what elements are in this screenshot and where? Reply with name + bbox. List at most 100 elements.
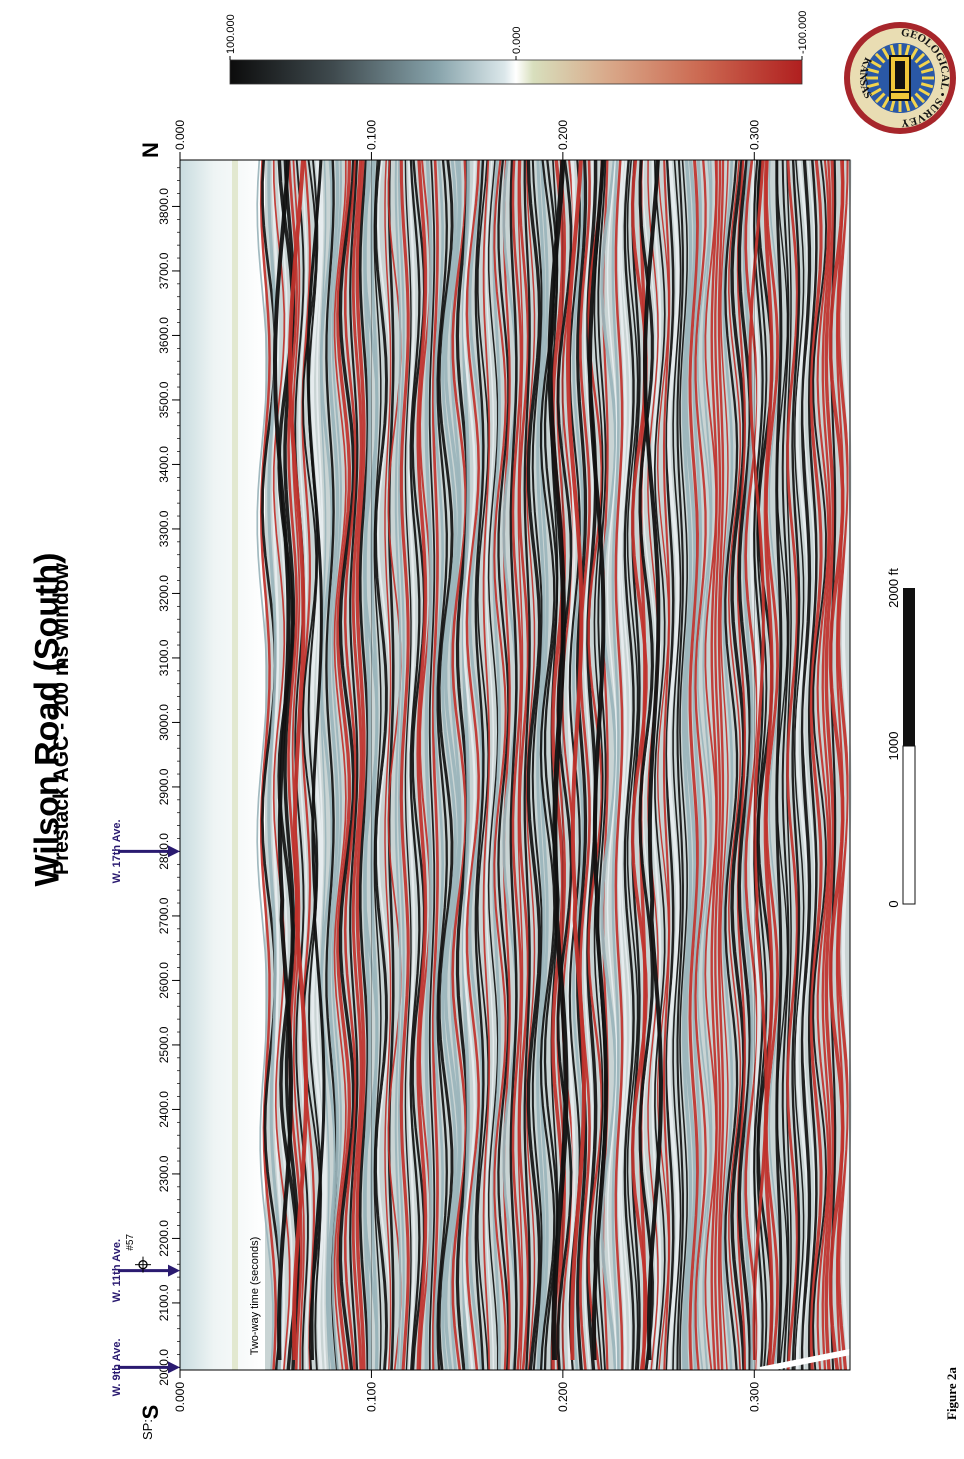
scale-bar-label: 2000 ft [886, 568, 901, 608]
reflector-trace [482, 159, 491, 1371]
reflector-trace [756, 159, 768, 1371]
near-surface-zone [180, 160, 265, 1370]
reflector-trace [776, 159, 789, 1371]
reflector-trace [437, 159, 454, 1371]
shotpoint-tick-label: 3300.0 [157, 510, 171, 547]
reflector-trace [291, 159, 305, 1371]
reflector-trace [518, 159, 530, 1371]
reflector-trace [824, 159, 836, 1371]
reflector-trace [431, 159, 439, 1371]
shotpoint-tick-label: 3800.0 [157, 188, 171, 225]
reflector-trace [702, 159, 713, 1371]
reflector-trace [433, 159, 445, 1371]
logo-sun-ray [904, 44, 911, 58]
kgs-logo: GEOLOGICAL • SURVEY KANSAS [844, 22, 956, 134]
reflector-trace [526, 159, 542, 1371]
reflector-trace [301, 159, 316, 1371]
reflector-trace [781, 159, 790, 1371]
reflector-trace [764, 159, 780, 1371]
street-arrow-head [168, 1264, 180, 1277]
logo-sun-ray [909, 96, 919, 109]
reflector-trace [418, 159, 432, 1371]
reflector-trace [493, 159, 507, 1371]
reflector-trace [600, 159, 618, 1371]
reflector-trace [679, 159, 689, 1371]
reflector-trace [404, 159, 412, 1371]
seismic-reflectors [179, 159, 852, 1373]
shotpoint-tick-label: 2500.0 [157, 1026, 171, 1063]
reflector-trace [688, 159, 700, 1371]
time-tick-label: 0.200 [556, 1382, 570, 1412]
reflector-trace [611, 159, 620, 1371]
reflector-trace [593, 159, 604, 1371]
sp-label: SP: [140, 1419, 155, 1440]
south-label: S [138, 1405, 163, 1420]
shotpoint-tick-label: 2100.0 [157, 1284, 171, 1321]
reflector-trace [409, 159, 421, 1371]
reflector-trace [821, 159, 832, 1371]
street-arrow-head [168, 1361, 180, 1374]
shotpoint-tick-label: 2400.0 [157, 1091, 171, 1128]
time-tick-label: 0.300 [747, 1382, 761, 1412]
street-arrow-head [168, 845, 180, 858]
reflector-trace [316, 159, 327, 1371]
figure-number-label: Figure 2a [944, 1367, 959, 1420]
reflector-trace [793, 159, 805, 1371]
street-label: W. 9th Ave. [111, 1338, 123, 1396]
reflector-trace [667, 159, 680, 1371]
reflector-trace [384, 159, 392, 1371]
reflector-horizon [306, 159, 326, 1361]
reflector-trace [763, 159, 774, 1371]
reflector-trace [461, 160, 471, 1371]
reflector-trace [399, 159, 410, 1371]
reflector-trace [692, 159, 703, 1371]
scale-bar-label: 0 [886, 900, 901, 907]
reflector-trace [722, 159, 734, 1371]
reflector-trace [331, 159, 343, 1371]
reflector-trace [656, 159, 670, 1371]
scale-bar-white [902, 745, 916, 905]
reflector-trace [298, 159, 312, 1371]
time-tick-label: 0.100 [364, 1382, 378, 1412]
scale-bar-labels: 0 1000 2000 ft [886, 568, 901, 908]
reflector-trace [517, 159, 524, 1371]
reflector-trace [638, 159, 654, 1371]
reflector-trace [370, 159, 379, 1371]
reflector-trace [451, 159, 468, 1371]
scale-bar-label: 1000 [886, 732, 901, 761]
reflector-trace [374, 159, 388, 1371]
time-axis-title: Two-way time (seconds) [249, 1237, 261, 1356]
reflector-trace [816, 159, 830, 1371]
reflector-trace [441, 159, 457, 1371]
logo-sun-ray [914, 52, 926, 64]
logo-sun-ray [874, 92, 886, 104]
time-tick-label: 0.100 [364, 120, 378, 150]
reflector-trace [717, 159, 725, 1371]
logo-sun-ray [918, 87, 931, 97]
reflector-trace [720, 159, 729, 1371]
colorbar: 100.000 0.000 -100.000 [225, 11, 809, 85]
reflector-trace [531, 159, 544, 1371]
reflector-trace [696, 159, 712, 1371]
reflector-trace [620, 159, 632, 1371]
reflector-trace [795, 159, 810, 1371]
street-label: W. 11th Ave. [111, 1239, 123, 1302]
shotpoint-tick-label: 3000.0 [157, 704, 171, 741]
reflector-trace [809, 159, 823, 1371]
reflector-trace [714, 160, 722, 1371]
logo-sun-ray [869, 59, 882, 69]
time-tick-label: 0.300 [747, 120, 761, 150]
reflector-trace [676, 159, 684, 1371]
reflector-trace [583, 159, 594, 1371]
reflector-trace [684, 159, 697, 1371]
shotpoint-tick-label: 2200.0 [157, 1220, 171, 1257]
shotpoint-axis: 2000.02100.02200.02300.02400.02500.02600… [157, 160, 181, 1386]
reflector-trace [579, 159, 591, 1371]
colorbar-label: 0.000 [511, 26, 523, 54]
reflector-trace [836, 159, 850, 1371]
colorbar-labels: 100.000 0.000 -100.000 [225, 11, 809, 60]
reflector-trace [272, 159, 291, 1371]
street-label: W. 17th Ave. [111, 819, 123, 883]
